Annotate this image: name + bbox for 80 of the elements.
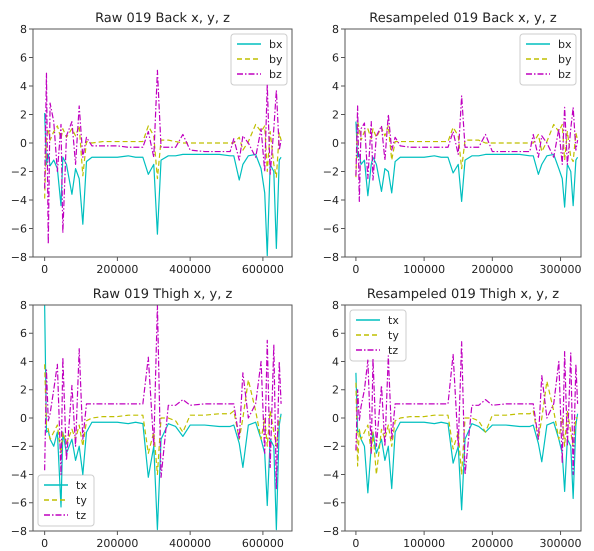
y-tick-label: −4 <box>322 194 339 207</box>
line-series <box>355 341 578 476</box>
y-tick-label: 8 <box>332 298 339 312</box>
x-tick-label: 200000 <box>96 263 138 276</box>
legend-label: ty <box>76 494 88 507</box>
y-tick-label: 6 <box>20 327 27 340</box>
y-tick-label: −6 <box>10 496 27 510</box>
x-tick-label: 0 <box>352 537 360 550</box>
x-tick-label: 100000 <box>403 537 446 550</box>
line-series <box>44 124 282 200</box>
y-tick-label: −8 <box>10 250 27 264</box>
chart-title: Resampeled 019 Back x, y, z <box>369 11 557 26</box>
chart-title: Raw 019 Back x, y, z <box>95 11 230 26</box>
line-series <box>44 305 282 530</box>
y-tick-label: −4 <box>10 194 27 207</box>
x-tick-label: 100000 <box>403 263 446 276</box>
legend-label: tz <box>388 344 398 357</box>
y-tick-label: −2 <box>10 440 27 454</box>
line-series <box>44 70 282 245</box>
x-tick-label: 400000 <box>169 537 212 550</box>
line-series <box>355 372 578 510</box>
legend-label: bx <box>558 38 572 51</box>
legend-label: by <box>558 52 572 66</box>
legend-label: bz <box>558 68 571 81</box>
line-series <box>355 121 578 178</box>
chart-title: Resampeled 019 Thigh x, y, z <box>366 287 560 302</box>
y-tick-label: −4 <box>322 468 339 482</box>
y-tick-label: 4 <box>20 80 27 93</box>
y-tick-label: 0 <box>332 412 339 425</box>
x-tick-label: 300000 <box>540 263 582 276</box>
y-tick-label: 0 <box>332 136 339 150</box>
y-tick-label: −8 <box>10 524 27 538</box>
y-tick-label: −2 <box>322 165 339 178</box>
legend-label: bz <box>269 68 282 81</box>
y-tick-label: 6 <box>332 327 339 340</box>
y-tick-label: 0 <box>20 412 27 425</box>
y-tick-label: −4 <box>10 468 27 482</box>
x-tick-label: 600000 <box>242 537 284 550</box>
legend-label: bx <box>269 38 283 51</box>
y-tick-label: 2 <box>332 108 339 122</box>
y-tick-label: 4 <box>20 355 27 368</box>
x-tick-label: 200000 <box>96 537 138 550</box>
y-tick-label: −2 <box>10 165 27 178</box>
y-tick-label: −6 <box>322 222 339 236</box>
line-series <box>355 380 578 476</box>
y-tick-label: 6 <box>332 51 339 64</box>
y-tick-label: −6 <box>10 222 27 236</box>
y-tick-label: 0 <box>20 136 27 150</box>
y-tick-label: −8 <box>322 524 339 538</box>
legend-label: tx <box>388 314 400 327</box>
y-tick-label: −2 <box>322 440 339 454</box>
line-series <box>355 121 578 208</box>
x-tick-label: 200000 <box>471 537 514 550</box>
line-series <box>44 364 282 476</box>
y-tick-label: −8 <box>322 250 339 264</box>
x-tick-label: 400000 <box>169 263 212 276</box>
legend-label: ty <box>388 328 400 342</box>
y-tick-label: 6 <box>20 51 27 64</box>
y-tick-label: 4 <box>332 80 339 93</box>
y-tick-label: 4 <box>332 355 339 368</box>
y-tick-label: 2 <box>332 384 339 397</box>
x-tick-label: 600000 <box>242 263 284 276</box>
chart-title: Raw 019 Thigh x, y, z <box>92 287 232 302</box>
y-tick-label: 8 <box>20 22 27 36</box>
y-tick-label: 8 <box>20 298 27 312</box>
y-tick-label: 2 <box>20 384 27 397</box>
legend-label: by <box>269 52 283 66</box>
line-series <box>355 95 578 202</box>
x-tick-label: 0 <box>352 263 360 276</box>
x-tick-label: 0 <box>41 263 48 276</box>
line-series <box>44 305 282 490</box>
x-tick-label: 0 <box>41 537 48 550</box>
x-tick-label: 200000 <box>471 263 514 276</box>
line-series <box>44 112 282 256</box>
x-tick-label: 300000 <box>540 537 582 550</box>
y-tick-label: 2 <box>20 108 27 122</box>
legend-label: tz <box>76 508 86 522</box>
legend-label: tx <box>76 478 88 492</box>
y-tick-label: −6 <box>322 496 339 510</box>
y-tick-label: 8 <box>332 22 339 36</box>
